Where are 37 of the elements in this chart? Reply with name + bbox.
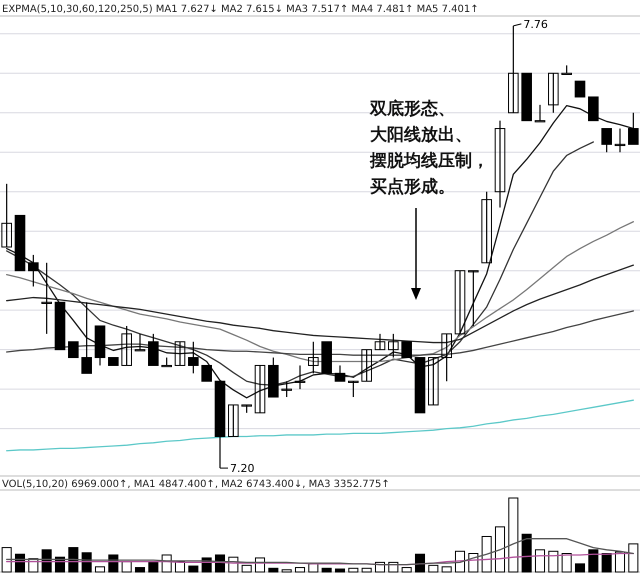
bar xyxy=(522,534,532,572)
bar xyxy=(614,552,626,572)
bar xyxy=(268,568,278,572)
bar xyxy=(188,566,198,572)
bar xyxy=(442,566,452,572)
bar xyxy=(2,547,12,572)
annotation: 双底形态、 xyxy=(369,99,455,119)
annotation: 买点形成。 xyxy=(370,177,455,197)
bar xyxy=(134,567,146,572)
bar xyxy=(348,568,358,572)
bar xyxy=(602,553,612,572)
bar xyxy=(482,536,492,572)
bar xyxy=(94,566,106,572)
bar xyxy=(534,549,546,572)
bar xyxy=(68,547,78,572)
annotation: 7.20 xyxy=(230,462,254,476)
bar xyxy=(494,526,506,572)
chart-title: EXPMA(5,10,30,60,120,250,5) MA1 7.627↓ MA2 7.615↓ MA3 7.517↑ MA4 7.481↑ MA5 7.401↑ xyxy=(2,4,479,15)
bar xyxy=(508,498,518,572)
annotation: 摆脱均线压制， xyxy=(369,151,489,171)
bar xyxy=(322,568,332,572)
bar xyxy=(402,567,412,572)
bar xyxy=(588,549,598,572)
bar xyxy=(334,568,346,572)
bar xyxy=(282,569,292,572)
bar xyxy=(428,564,438,572)
bar xyxy=(414,554,426,572)
bar xyxy=(242,564,252,572)
bar xyxy=(628,543,638,572)
bar xyxy=(574,563,586,572)
chart-title: VOL(5,10,20) 6969.000↑, MA1 4847.400↑, MA2 6743.400↓, MA3 3352.775↑ xyxy=(2,479,390,490)
bar xyxy=(294,567,306,572)
bar xyxy=(562,553,572,572)
bar xyxy=(362,568,372,572)
bar xyxy=(548,550,558,572)
annotation: 7.76 xyxy=(523,18,548,31)
annotation: 大阳线放出、 xyxy=(370,125,472,145)
